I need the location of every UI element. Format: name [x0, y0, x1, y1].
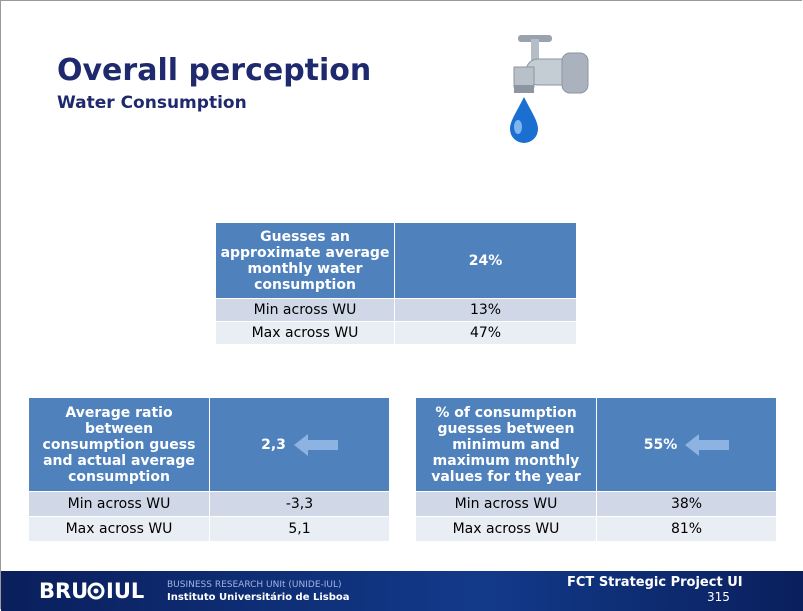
cell: Max across WU [215, 321, 395, 345]
title: Overall perception [57, 53, 372, 88]
cell: Max across WU [28, 516, 210, 542]
cell: 38% [596, 491, 777, 517]
logo-mark [87, 582, 105, 600]
cell: 13% [394, 298, 577, 322]
header-cell: 24% [394, 222, 577, 299]
unit: BUSINESS RESEARCH UNIt (UNIDE-IUL) [167, 580, 342, 590]
header-cell: Guesses an approximate average monthly w… [215, 222, 395, 299]
footer: BRU IUL BUSINESS RESEARCH UNIt (UNIDE-IU… [1, 571, 803, 611]
value: 2,3 [261, 436, 286, 453]
header-cell: 2,3 [209, 397, 390, 492]
arrow [685, 433, 730, 456]
institute: Instituto Universitário de Lisboa [167, 592, 350, 603]
value: 55% [643, 436, 678, 453]
cell: 5,1 [209, 516, 390, 542]
logo-text: IUL [106, 579, 145, 603]
cell: Min across WU [28, 491, 210, 517]
header-cell: Average ratio between consumption guess … [28, 397, 210, 492]
faucet-icon [510, 35, 589, 143]
project-number: 315 [707, 590, 730, 604]
subtitle: Water Consumption [57, 93, 247, 113]
cell: -3,3 [209, 491, 390, 517]
cell: Min across WU [415, 491, 597, 517]
table: Average ratio between consumption guess … [28, 397, 390, 542]
cell: 47% [394, 321, 577, 345]
cell: 81% [596, 516, 777, 542]
arrow [293, 433, 338, 456]
header-cell: % of consumption guesses between minimum… [415, 397, 597, 492]
table: % of consumption guesses between minimum… [415, 397, 777, 542]
cell: Max across WU [415, 516, 597, 542]
table: Guesses an approximate average monthly w… [215, 222, 577, 345]
cell: Min across WU [215, 298, 395, 322]
header-cell: 55% [596, 397, 777, 492]
project: FCT Strategic Project UI [567, 575, 743, 590]
logo-text: BRU [39, 579, 89, 603]
